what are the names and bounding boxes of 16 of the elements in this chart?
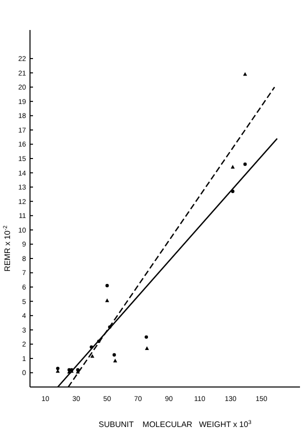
- point: [144, 335, 148, 339]
- point: [144, 346, 149, 350]
- point: [243, 162, 247, 166]
- point: [230, 164, 235, 169]
- point: [90, 345, 94, 349]
- point: [112, 353, 116, 357]
- point: [105, 284, 109, 288]
- point: [56, 366, 60, 370]
- x-axis-title: SUBUNIT MOLECULAR WEIGHT x 10$^{3}$: [98, 420, 252, 429]
- point: [113, 358, 118, 362]
- point: [231, 190, 234, 194]
- point: [108, 325, 112, 329]
- point: [90, 354, 94, 358]
- point: [243, 72, 248, 76]
- point: [97, 340, 101, 344]
- point: [105, 298, 110, 302]
